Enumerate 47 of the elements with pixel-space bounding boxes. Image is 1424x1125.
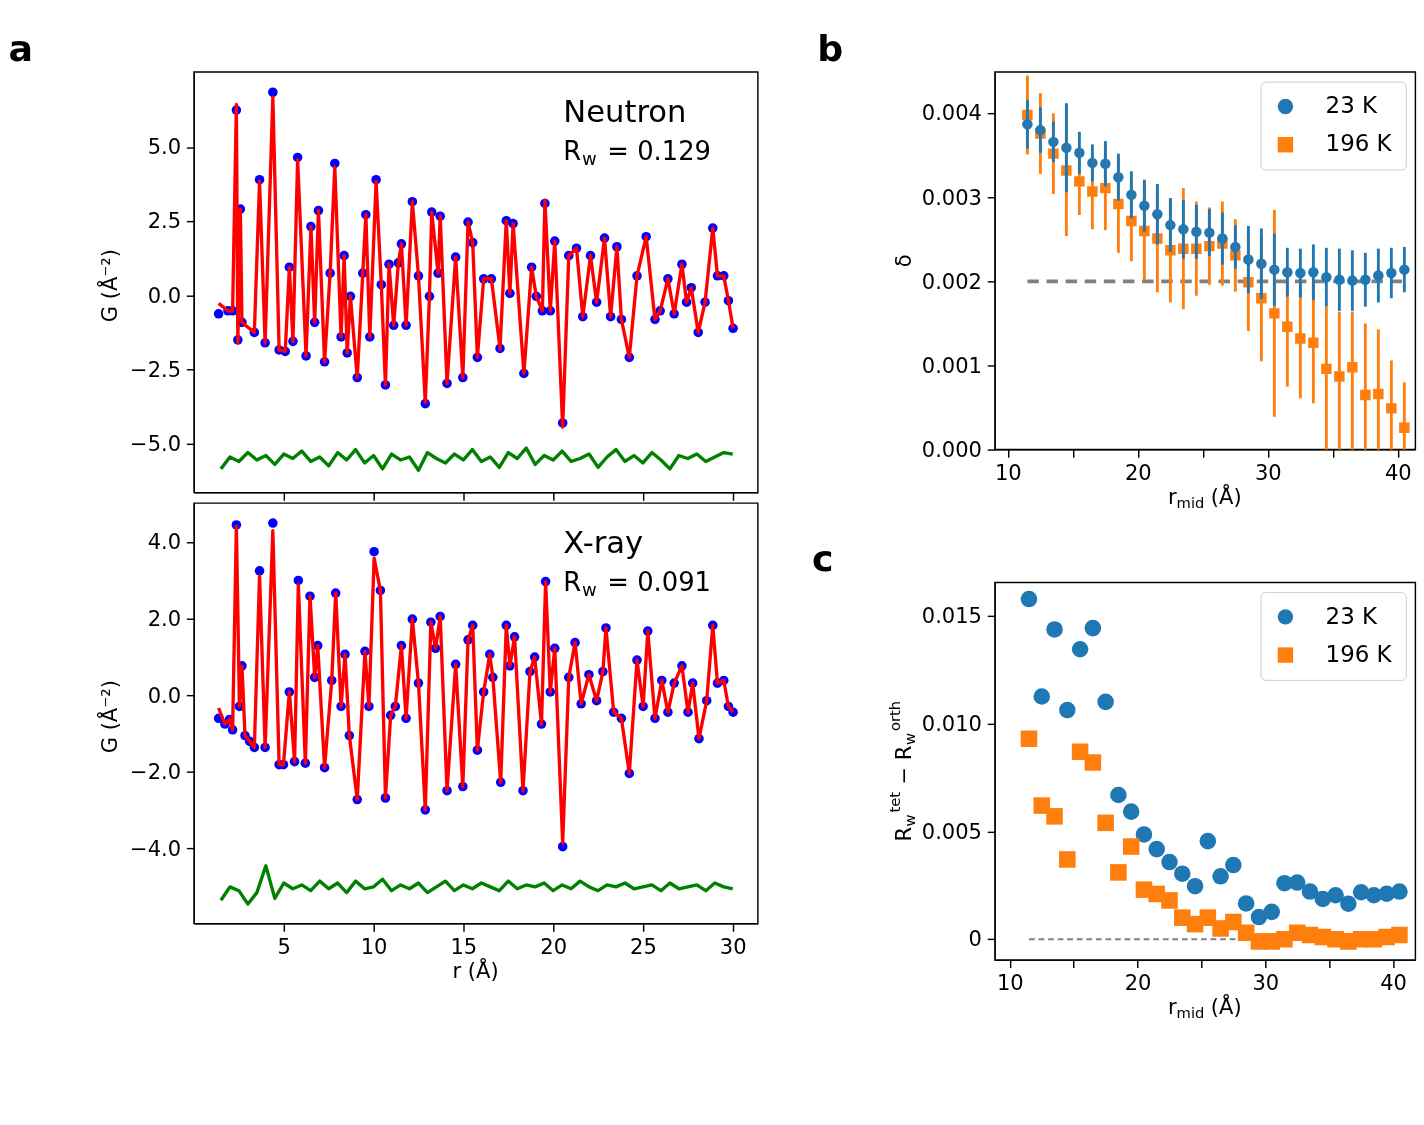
legend-label: 23 K (1325, 92, 1379, 119)
y-tick-label: 2.5 (147, 208, 182, 234)
x-tick-label: 20 (1124, 970, 1152, 996)
y-tick-label: 0.005 (921, 818, 982, 844)
y-tick-label: 0.001 (921, 352, 982, 378)
y-tick-label: 0.002 (921, 268, 982, 294)
y-tick-label: 4.0 (147, 529, 182, 555)
legend-label: 196 K (1325, 640, 1393, 667)
y-tick-label: 0 (968, 926, 982, 952)
legend-label: 23 K (1325, 602, 1379, 629)
y-tick-label: 0.015 (921, 603, 982, 629)
x-axis-title: r (Å) (452, 957, 499, 984)
annotation: Neutron (563, 93, 687, 129)
x-tick-label: 30 (1252, 970, 1280, 996)
y-axis-title: G (Å⁻²) (95, 680, 122, 754)
y-tick-label: 2.0 (147, 605, 182, 631)
y-tick-label: 0.000 (921, 436, 982, 462)
x-tick-label: 10 (994, 459, 1022, 485)
annotation: X-ray (563, 524, 644, 560)
legend-label: 196 K (1325, 130, 1393, 157)
x-tick-label: 15 (450, 933, 478, 959)
y-tick-label: 0.0 (147, 682, 182, 708)
x-tick-label: 40 (1380, 970, 1407, 996)
y-tick-label: −2.0 (130, 759, 182, 785)
chart-title: b (817, 26, 844, 70)
y-tick-label: −4.0 (130, 835, 182, 861)
y-tick-label: 5.0 (147, 134, 182, 160)
y-axis-title: Rwtet − Rworth (886, 700, 918, 842)
y-axis-title: δ (890, 254, 916, 268)
x-tick-label: 20 (1124, 459, 1152, 485)
chart-title: a (8, 26, 34, 70)
y-tick-label: −5.0 (130, 430, 182, 456)
y-axis-title: G (Å⁻²) (95, 249, 122, 323)
x-tick-label: 5 (277, 933, 291, 959)
chart-title: c (812, 536, 834, 580)
x-tick-label: 25 (630, 933, 657, 959)
y-tick-label: 0.003 (921, 184, 982, 210)
y-tick-label: 0.010 (921, 710, 982, 736)
y-tick-label: 0.0 (147, 282, 182, 308)
y-tick-label: 0.004 (921, 100, 982, 126)
x-tick-label: 10 (360, 933, 388, 959)
x-tick-label: 20 (540, 933, 568, 959)
y-tick-label: −2.5 (130, 356, 182, 382)
x-tick-label: 40 (1384, 459, 1412, 485)
x-tick-label: 10 (996, 970, 1024, 996)
x-tick-label: 30 (1254, 459, 1282, 485)
x-tick-label: 30 (719, 933, 747, 959)
